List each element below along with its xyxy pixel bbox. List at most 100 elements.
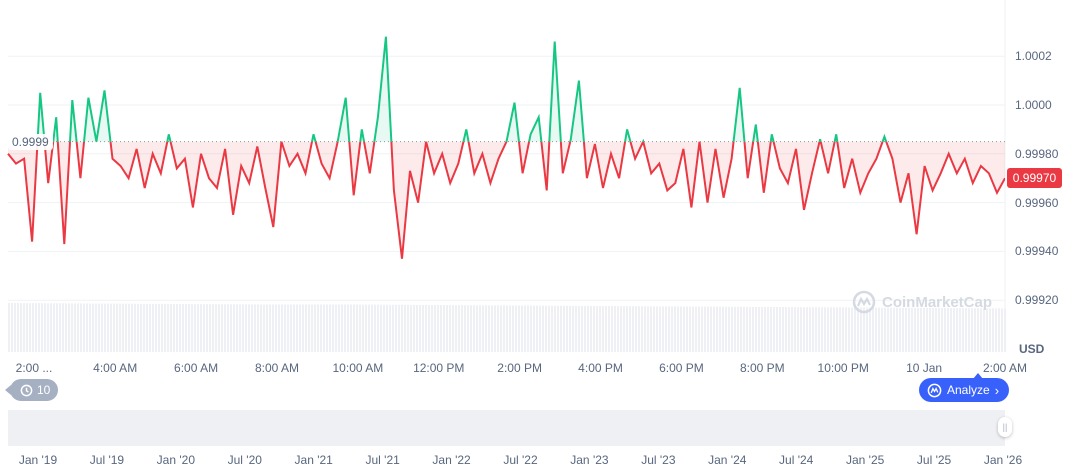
volume-bar: [359, 304, 361, 352]
volume-bar: [128, 303, 130, 352]
volume-bar: [380, 304, 382, 352]
navigator-drag-handle[interactable]: ||: [998, 417, 1012, 437]
volume-bar: [653, 306, 655, 352]
volume-bar: [587, 305, 589, 352]
volume-bar: [95, 303, 97, 352]
volume-bar: [716, 306, 718, 352]
volume-bar: [362, 304, 364, 352]
volume-bar: [785, 307, 787, 352]
volume-bar: [146, 303, 148, 352]
y-tick-label: 0.99980: [1015, 146, 1059, 161]
volume-bar: [65, 303, 67, 352]
volume-bar: [692, 306, 694, 352]
volume-bar: [443, 305, 445, 352]
volume-bar: [983, 308, 985, 352]
navigator-tick-label: Jul '24: [779, 453, 814, 467]
volume-bar: [728, 306, 730, 352]
volume-bar: [446, 305, 448, 352]
volume-bar: [206, 304, 208, 352]
volume-bar: [269, 304, 271, 352]
volume-bar: [395, 304, 397, 352]
navigator-tick-label: Jan '22: [432, 453, 471, 467]
volume-bar: [257, 304, 259, 352]
volume-bar: [566, 305, 568, 352]
volume-bar: [935, 307, 937, 352]
navigator-tick-label: Jan '21: [294, 453, 333, 467]
volume-bar: [59, 303, 61, 352]
volume-bar: [464, 305, 466, 352]
volume-bar: [656, 306, 658, 352]
volume-bar: [581, 305, 583, 352]
volume-bar: [104, 303, 106, 352]
volume-bar: [224, 304, 226, 352]
volume-bar: [605, 306, 607, 352]
x-tick-label: 6:00 AM: [174, 361, 219, 375]
grid-lines: [8, 55, 1005, 301]
navigator-tick-label: Jan '24: [708, 453, 747, 467]
history-button[interactable]: 10: [4, 379, 59, 401]
volume-bar: [203, 304, 205, 352]
volume-bar: [578, 305, 580, 352]
volume-bar: [119, 303, 121, 352]
volume-bar: [80, 303, 82, 352]
volume-bar: [584, 305, 586, 352]
volume-bar: [386, 304, 388, 352]
volume-bar: [857, 307, 859, 352]
volume-bar: [884, 307, 886, 352]
volume-bar: [239, 304, 241, 352]
volume-bar: [794, 307, 796, 352]
volume-bar: [878, 307, 880, 352]
volume-bar: [110, 303, 112, 352]
volume-bar: [185, 304, 187, 352]
time-range-navigator[interactable]: [8, 410, 1005, 446]
navigator-tick-label: Jan '23: [570, 453, 609, 467]
volume-bar: [83, 303, 85, 352]
volume-bar: [245, 304, 247, 352]
volume-bar: [764, 306, 766, 352]
volume-bar: [218, 304, 220, 352]
navigator-tick-label: Jul '19: [89, 453, 125, 467]
volume-bar: [845, 307, 847, 352]
below-baseline-fill: [8, 141, 1005, 259]
volume-bar: [449, 305, 451, 352]
volume-bar: [161, 303, 163, 352]
volume-bar: [536, 305, 538, 352]
volume-bar: [563, 305, 565, 352]
volume-bar: [89, 303, 91, 352]
volume-bar: [569, 305, 571, 352]
volume-bar: [488, 305, 490, 352]
x-tick-label: 10:00 AM: [332, 361, 384, 375]
volume-bar: [485, 305, 487, 352]
volume-bar: [824, 307, 826, 352]
volume-bar: [575, 305, 577, 352]
analyze-button[interactable]: Analyze ›: [919, 373, 1010, 402]
navigator-tick-label: Jul '23: [641, 453, 676, 467]
volume-bar: [614, 306, 616, 352]
volume-bar: [848, 307, 850, 352]
volume-bar: [407, 304, 409, 352]
volume-bar: [779, 307, 781, 352]
volume-bar: [506, 305, 508, 352]
volume-bar: [527, 305, 529, 352]
volume-bar: [191, 304, 193, 352]
volume-bar: [668, 306, 670, 352]
volume-bar: [887, 307, 889, 352]
volume-bar: [158, 303, 160, 352]
volume-bar: [251, 304, 253, 352]
x-tick-label: 2:00 AM: [982, 361, 1028, 375]
volume-bar: [830, 307, 832, 352]
volume-bar: [620, 306, 622, 352]
volume-bar: [947, 308, 949, 352]
volume-bar: [44, 303, 46, 352]
volume-bar: [590, 305, 592, 352]
volume-bar: [293, 304, 295, 352]
volume-bar: [320, 304, 322, 352]
volume-bar: [410, 304, 412, 352]
volume-bar: [803, 307, 805, 352]
history-clock-icon: [20, 384, 33, 396]
volume-bar: [455, 305, 457, 352]
x-tick-label: 10 Jan: [906, 361, 943, 375]
navigator-tick-label: Jul '20: [227, 453, 262, 467]
volume-bar: [200, 304, 202, 352]
